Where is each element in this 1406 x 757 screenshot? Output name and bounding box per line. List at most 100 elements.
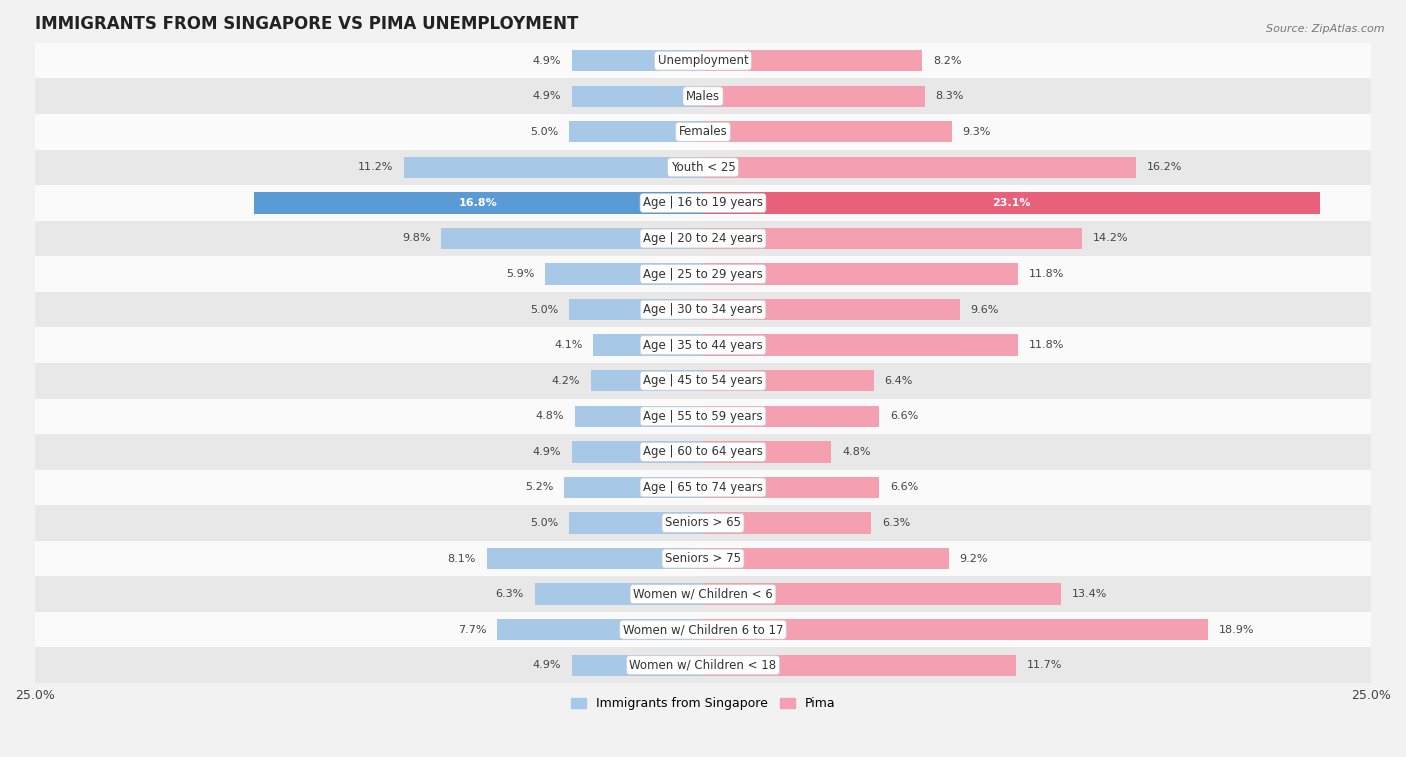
Text: 11.8%: 11.8%	[1029, 340, 1064, 350]
Bar	[569, 121, 703, 142]
Text: 16.2%: 16.2%	[1147, 162, 1182, 173]
Text: 6.3%: 6.3%	[882, 518, 910, 528]
Bar	[441, 228, 703, 249]
Bar	[534, 584, 703, 605]
Text: Unemployment: Unemployment	[658, 55, 748, 67]
Bar	[575, 406, 703, 427]
Bar	[569, 512, 703, 534]
Bar	[35, 612, 1371, 647]
Bar	[703, 441, 831, 463]
Text: 13.4%: 13.4%	[1071, 589, 1107, 599]
Bar	[703, 192, 1320, 213]
Text: Women w/ Children < 6: Women w/ Children < 6	[633, 587, 773, 600]
Bar	[254, 192, 703, 213]
Text: Source: ZipAtlas.com: Source: ZipAtlas.com	[1267, 24, 1385, 34]
Bar	[703, 121, 952, 142]
Bar	[35, 79, 1371, 114]
Bar	[703, 512, 872, 534]
Bar	[35, 540, 1371, 576]
Text: 4.8%: 4.8%	[536, 411, 564, 422]
Bar	[35, 363, 1371, 398]
Text: Age | 35 to 44 years: Age | 35 to 44 years	[643, 338, 763, 352]
Legend: Immigrants from Singapore, Pima: Immigrants from Singapore, Pima	[565, 692, 841, 715]
Bar	[572, 655, 703, 676]
Text: 5.0%: 5.0%	[530, 518, 558, 528]
Text: 9.3%: 9.3%	[962, 126, 991, 137]
Bar	[35, 185, 1371, 221]
Bar	[591, 370, 703, 391]
Bar	[35, 647, 1371, 683]
Text: 6.4%: 6.4%	[884, 375, 912, 386]
Text: Women w/ Children < 18: Women w/ Children < 18	[630, 659, 776, 671]
Text: 5.0%: 5.0%	[530, 126, 558, 137]
Text: 5.2%: 5.2%	[524, 482, 554, 492]
Bar	[703, 263, 1018, 285]
Bar	[703, 655, 1015, 676]
Text: 18.9%: 18.9%	[1219, 625, 1254, 634]
Bar	[703, 335, 1018, 356]
Text: Age | 55 to 59 years: Age | 55 to 59 years	[643, 410, 763, 423]
Text: 23.1%: 23.1%	[993, 198, 1031, 208]
Text: Age | 65 to 74 years: Age | 65 to 74 years	[643, 481, 763, 494]
Text: Women w/ Children 6 to 17: Women w/ Children 6 to 17	[623, 623, 783, 636]
Text: 11.8%: 11.8%	[1029, 269, 1064, 279]
Bar	[703, 619, 1208, 640]
Bar	[35, 291, 1371, 327]
Text: 9.6%: 9.6%	[970, 304, 998, 315]
Text: 9.2%: 9.2%	[959, 553, 988, 563]
Text: Age | 60 to 64 years: Age | 60 to 64 years	[643, 445, 763, 458]
Bar	[35, 469, 1371, 505]
Text: Youth < 25: Youth < 25	[671, 160, 735, 174]
Bar	[703, 86, 925, 107]
Bar	[486, 548, 703, 569]
Bar	[572, 50, 703, 71]
Bar	[593, 335, 703, 356]
Text: Males: Males	[686, 90, 720, 103]
Bar	[572, 441, 703, 463]
Bar	[564, 477, 703, 498]
Bar	[35, 434, 1371, 469]
Bar	[703, 548, 949, 569]
Bar	[35, 398, 1371, 434]
Bar	[703, 370, 875, 391]
Text: 11.2%: 11.2%	[357, 162, 394, 173]
Bar	[35, 327, 1371, 363]
Text: 4.2%: 4.2%	[551, 375, 581, 386]
Bar	[572, 86, 703, 107]
Bar	[703, 299, 959, 320]
Text: 4.9%: 4.9%	[533, 660, 561, 670]
Text: 6.3%: 6.3%	[496, 589, 524, 599]
Text: Females: Females	[679, 126, 727, 139]
Bar	[703, 157, 1136, 178]
Text: Age | 30 to 34 years: Age | 30 to 34 years	[643, 303, 763, 316]
Text: 5.9%: 5.9%	[506, 269, 534, 279]
Bar	[35, 114, 1371, 150]
Text: 4.9%: 4.9%	[533, 447, 561, 456]
Text: 4.9%: 4.9%	[533, 56, 561, 66]
Bar	[35, 576, 1371, 612]
Text: 14.2%: 14.2%	[1092, 233, 1129, 244]
Text: Age | 20 to 24 years: Age | 20 to 24 years	[643, 232, 763, 245]
Text: 4.8%: 4.8%	[842, 447, 870, 456]
Bar	[35, 150, 1371, 185]
Text: 4.9%: 4.9%	[533, 92, 561, 101]
Text: Seniors > 65: Seniors > 65	[665, 516, 741, 529]
Text: 5.0%: 5.0%	[530, 304, 558, 315]
Text: Age | 16 to 19 years: Age | 16 to 19 years	[643, 196, 763, 210]
Text: 6.6%: 6.6%	[890, 411, 918, 422]
Text: 8.1%: 8.1%	[447, 553, 475, 563]
Text: 7.7%: 7.7%	[458, 625, 486, 634]
Text: 8.2%: 8.2%	[932, 56, 962, 66]
Bar	[498, 619, 703, 640]
Bar	[703, 228, 1083, 249]
Bar	[35, 505, 1371, 540]
Text: IMMIGRANTS FROM SINGAPORE VS PIMA UNEMPLOYMENT: IMMIGRANTS FROM SINGAPORE VS PIMA UNEMPL…	[35, 15, 578, 33]
Bar	[404, 157, 703, 178]
Bar	[35, 257, 1371, 291]
Bar	[35, 221, 1371, 257]
Bar	[703, 406, 879, 427]
Bar	[703, 584, 1062, 605]
Text: 6.6%: 6.6%	[890, 482, 918, 492]
Text: 8.3%: 8.3%	[935, 92, 965, 101]
Bar	[703, 477, 879, 498]
